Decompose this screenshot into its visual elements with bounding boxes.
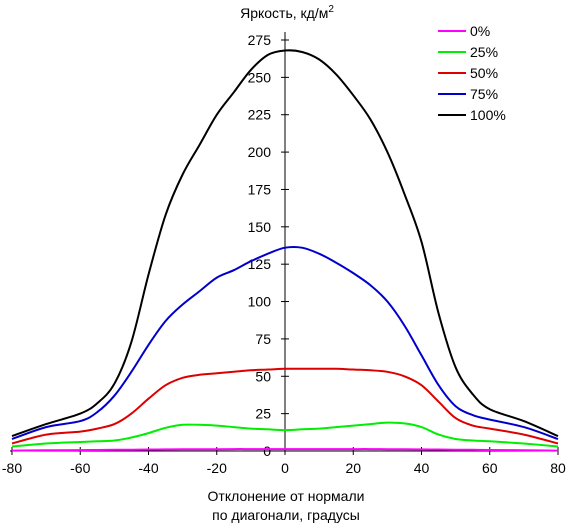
series-line-25-percent (11, 421, 559, 448)
legend-label: 25% (470, 44, 498, 60)
series-line-0-percent (11, 448, 559, 452)
x-tick-label: -60 (70, 460, 90, 476)
y-tick-label: 275 (248, 32, 272, 48)
legend: 0% 25% 50% 75% 100% (438, 23, 506, 123)
legend-label: 75% (470, 86, 498, 102)
y-tick-label: 225 (248, 107, 272, 123)
y-tick-label: 250 (248, 69, 272, 85)
legend-label: 100% (470, 107, 506, 123)
x-axis-title-line-2: по диагонали, градусы (212, 507, 360, 523)
x-tick-label: -80 (2, 460, 22, 476)
x-tick-label: 80 (550, 460, 566, 476)
x-axis: -80 -60 -40 -20 0 20 40 60 80 (2, 447, 566, 476)
y-axis-title-text: Яркость, кд/м (240, 5, 328, 21)
y-tick-label: 50 (255, 368, 271, 384)
x-tick-label: -20 (207, 460, 227, 476)
series-line-75-percent (11, 245, 559, 440)
legend-label: 0% (470, 23, 490, 39)
legend-label: 50% (470, 65, 498, 81)
y-axis-title-superscript: 2 (328, 4, 334, 15)
y-axis-title: Яркость, кд/м2 (240, 4, 334, 21)
y-tick-label: 125 (248, 256, 272, 272)
y-tick-label: 75 (255, 331, 271, 347)
series-layer (11, 49, 559, 452)
y-tick-label: 100 (248, 294, 272, 310)
series-line-50-percent (11, 367, 559, 445)
y-tick-label: 25 (255, 406, 271, 422)
y-tick-label: 175 (248, 181, 272, 197)
x-tick-label: 20 (345, 460, 361, 476)
x-axis-title-line-1: Отклонение от нормали (208, 488, 365, 504)
y-tick-label: 200 (248, 144, 272, 160)
x-tick-label: -40 (138, 460, 158, 476)
series-line-100-percent (11, 49, 559, 438)
y-tick-label: 150 (248, 219, 272, 235)
x-tick-label: 60 (482, 460, 498, 476)
x-tick-label: 40 (414, 460, 430, 476)
x-tick-label: 0 (281, 460, 289, 476)
